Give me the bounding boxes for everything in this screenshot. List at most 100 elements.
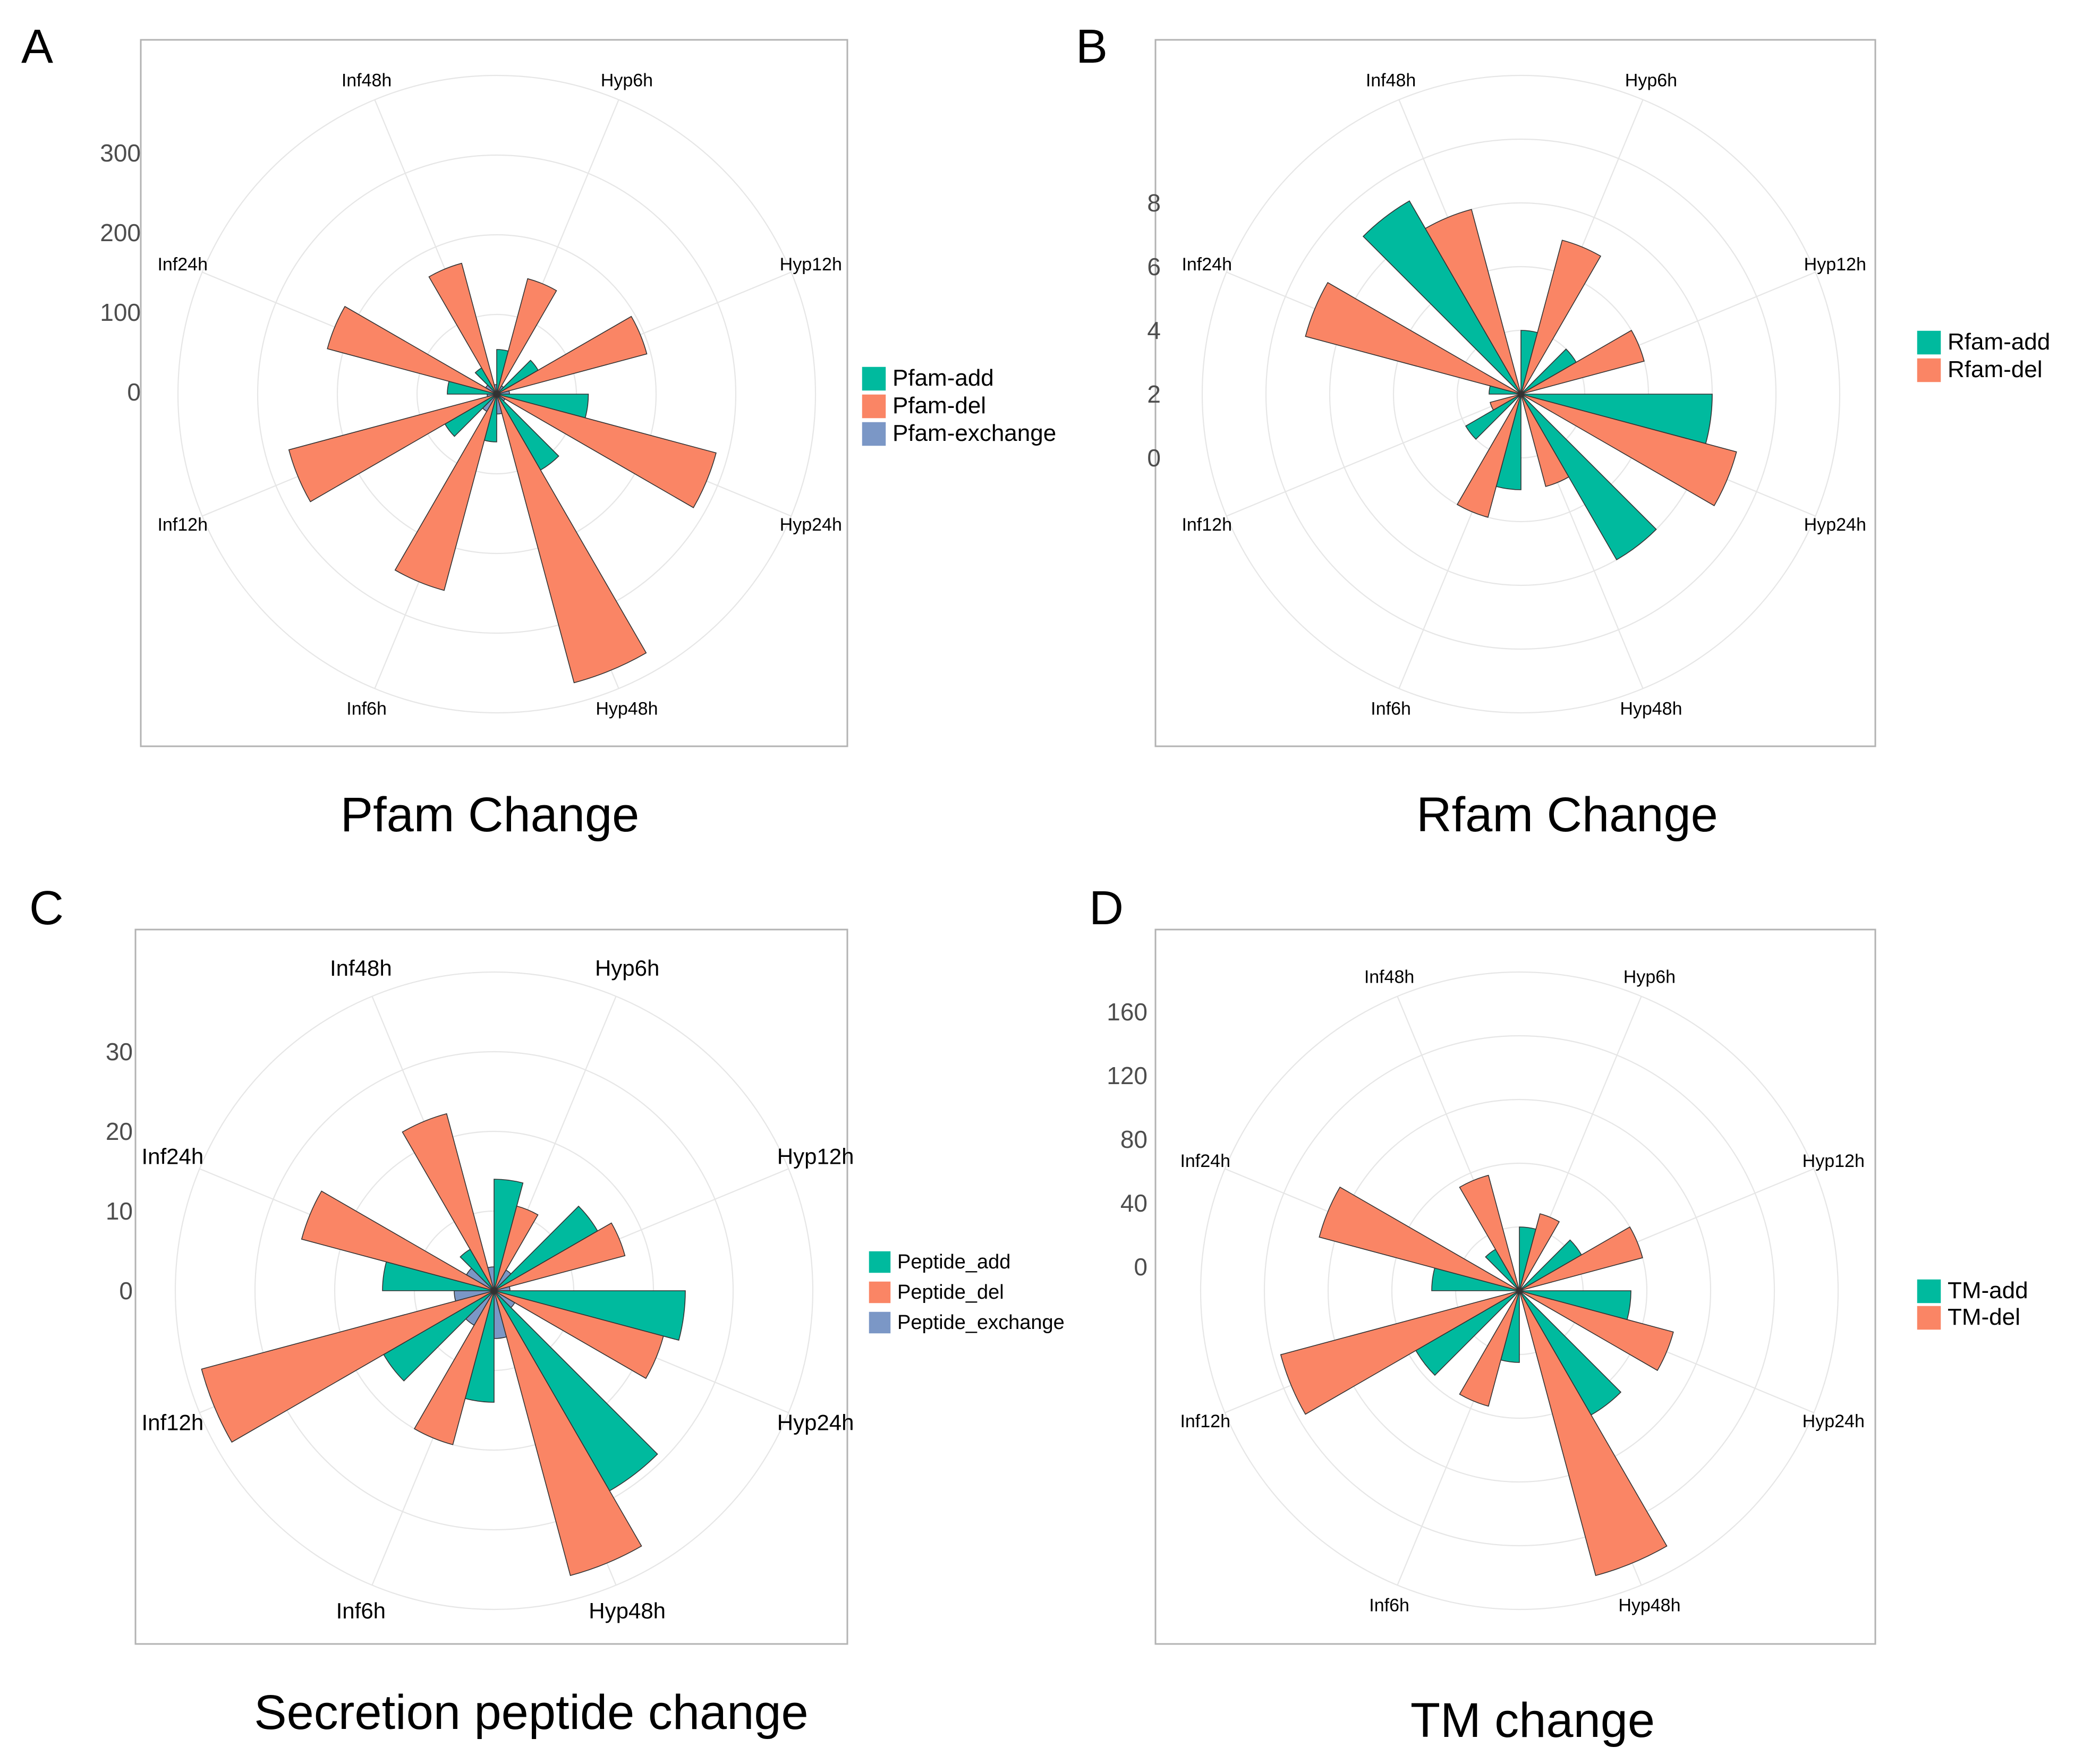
legend-label: Pfam-del [892,393,986,419]
panel-c: C Hyp6h Hyp12h Hyp24h Hyp48h Inf6h Inf12h Inf2… [29,882,1065,1740]
category-label: Inf12h [1182,515,1232,535]
radial-tick-label: 8 [1147,189,1161,217]
panel-letter: D [1089,882,1124,935]
bar-del-Inf48h [402,1113,495,1291]
category-label: Hyp12h [1804,254,1866,275]
wedges [288,262,717,684]
category-label: Inf6h [1369,1595,1409,1615]
legend-label: Peptide_add [897,1251,1010,1273]
category-label: Hyp48h [596,698,658,719]
grid-circle [174,971,814,1610]
category-label: Inf48h [330,956,392,981]
bar-del-Inf24h [301,1190,495,1291]
bar-del-Hyp12h [1519,1226,1643,1291]
category-label: Inf6h [1371,698,1411,719]
legend-swatch-del [868,1281,891,1304]
bar-del-Inf24h [327,305,497,395]
bar-add-Hyp48h [1520,394,1657,560]
bar-del-Hyp12h [494,1222,626,1291]
bar-add-Inf48h [1362,200,1522,395]
category-labels: Hyp6h Hyp12h Hyp24h Hyp48h Inf6h Inf12h Inf24h… [141,956,854,1623]
panel-a: A Hyp6h Hyp12h Hyp24h Hyp48h Inf6h Inf12h Inf2… [21,20,1056,842]
bar-del-Inf48h [1424,209,1522,395]
radial-tick-label: 0 [1134,1253,1148,1281]
chart-title: TM change [1410,1693,1655,1748]
panel-letter: C [29,882,64,935]
legend-label: Peptide_exchange [897,1311,1065,1334]
category-label: Inf12h [157,515,208,535]
bar-del-Hyp24h [494,1290,664,1379]
grid-circle [177,74,817,714]
radial-tick-label: 100 [100,299,141,326]
radial-ticks: 0 2 4 6 8 [1147,189,1161,472]
category-label: Inf12h [141,1410,203,1435]
radial-tick-label: 2 [1147,380,1161,408]
bar-del-Hyp48h [494,1290,642,1576]
legend-label: Rfam-add [1948,329,2050,355]
category-label: Hyp24h [777,1410,854,1435]
bar-del-Hyp12h [1520,329,1645,395]
radial-tick-label: 4 [1147,317,1161,344]
legend-label: TM-add [1948,1277,2028,1303]
category-label: Inf24h [1180,1151,1230,1171]
bar-del-Hyp48h [1519,1290,1668,1576]
wedges [201,1113,686,1576]
grid-circle [1327,1098,1712,1483]
bar-del-Inf12h [288,394,497,502]
legend-swatch-add [868,1250,891,1274]
legend-swatch-del [1916,1305,1942,1331]
category-label: Hyp6h [601,71,653,91]
panel-letter: B [1076,20,1108,73]
legend-swatch-add [1916,1279,1942,1304]
category-label: Hyp12h [777,1144,854,1169]
category-label: Inf48h [1364,967,1415,987]
radial-tick-label: 30 [106,1038,133,1066]
category-label: Hyp6h [1624,967,1676,987]
radial-tick-label: 120 [1107,1062,1148,1089]
category-label: Hyp6h [1625,71,1677,91]
radial-tick-label: 80 [1120,1126,1148,1153]
bar-del-Hyp24h [1520,394,1737,507]
category-label: Inf48h [342,71,392,91]
bar-del-Hyp6h [1519,1213,1560,1291]
radial-tick-label: 6 [1147,253,1161,280]
category-label: Hyp24h [780,515,842,535]
radial-tick-label: 160 [1107,998,1148,1026]
plot-frame [1154,39,1876,747]
legend-swatch-add [861,366,887,391]
category-label: Hyp48h [1618,1595,1680,1615]
legend: Peptide_add Peptide_del Peptide_exchange [868,1250,1065,1334]
bar-del-Inf12h [1280,1290,1520,1415]
category-label: Hyp12h [780,254,842,275]
category-labels: Hyp6h Hyp12h Hyp24h Hyp48h Inf6h Inf12h Inf24h… [157,71,842,719]
panel-b: B Hyp6h Hyp12h Hyp24h Hyp48h Inf6h Inf12h Inf2… [1076,20,2050,842]
bar-del-Inf6h [394,394,497,591]
bar-del-Inf6h [1456,394,1522,518]
category-label: Inf6h [336,1598,386,1623]
bar-del-Inf24h [1319,1186,1520,1291]
radial-tick-label: 200 [100,219,141,246]
grid-circle [1263,1035,1775,1547]
wedges [1280,1174,1674,1576]
category-label: Hyp24h [1804,515,1866,535]
plot-frame [134,928,848,1645]
grid-circle [257,154,737,634]
legend-swatch-add [1916,330,1942,355]
radial-tick-label: 20 [106,1118,133,1145]
bar-del-Hyp6h [1520,240,1602,395]
bar-del-Hyp6h [496,278,557,395]
radial-tick-label: 10 [106,1197,133,1225]
grid-circle [336,234,657,555]
bar-exchange-Inf48h [494,384,497,395]
radial-tick-label: 40 [1120,1189,1148,1217]
panel-letter: A [21,20,53,73]
bar-del-Inf48h [428,262,497,395]
radial-tick-label: 0 [119,1277,133,1305]
chart-title: Rfam Change [1416,788,1718,842]
bar-del-Inf12h [1490,394,1522,411]
legend-label: Pfam-exchange [892,420,1056,446]
category-label: Inf24h [1182,254,1232,275]
